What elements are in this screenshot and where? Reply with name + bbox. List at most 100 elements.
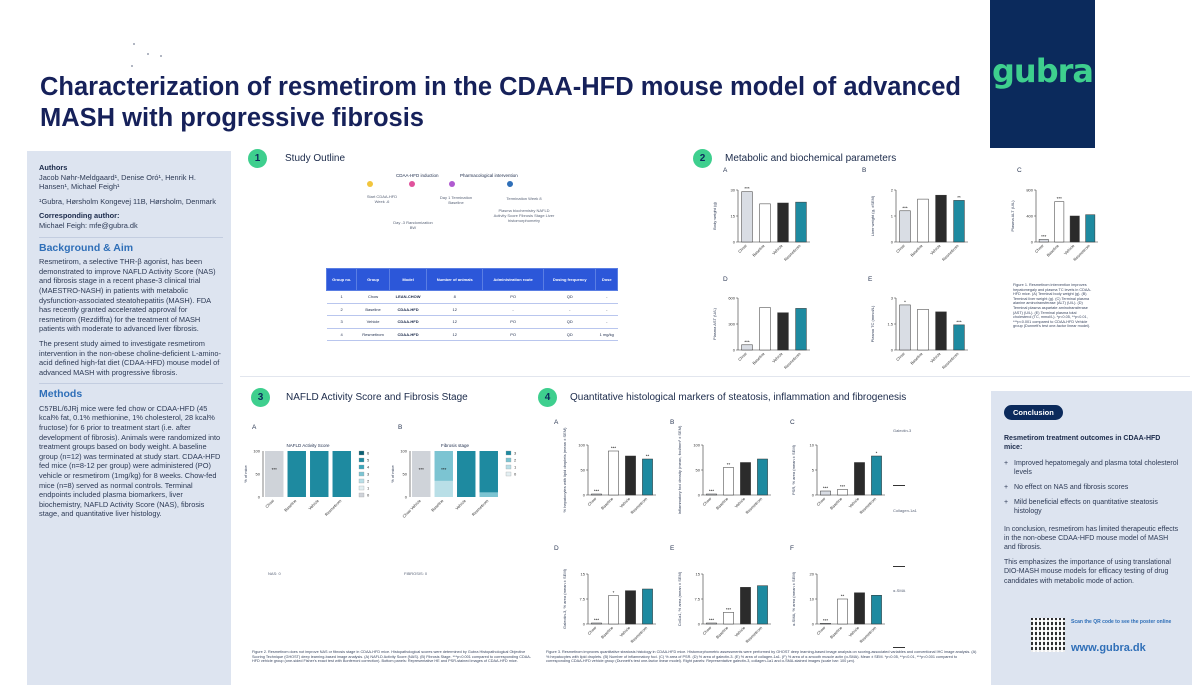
stacked-bar-segment [457,451,476,497]
y-tick-label: 3 [891,296,894,301]
bar [759,203,771,243]
table-cell: - [595,290,618,304]
significance-label: *** [611,446,617,451]
significance-label: *** [419,467,425,472]
x-tick-label: Baseline [751,351,766,366]
y-axis-label: Body weight (g) [712,201,717,229]
x-tick-label: Baseline [829,496,844,511]
table-header: Administration route [482,268,545,291]
legend-label: 2 [367,479,370,484]
y-axis-label: % of mice [390,464,395,482]
bar [871,595,882,625]
nas-image-label: NAS: 0 [268,571,281,576]
x-tick-label: Vehicle [1063,243,1076,256]
stacked-bar-segment [310,451,329,497]
legend-swatch [358,478,365,484]
table-header: Group no. [325,268,358,291]
x-tick-label: Resmetirom [471,498,490,517]
stacked-bar-segment [434,480,453,497]
section-3-number: 3 [251,388,270,407]
x-tick-label: Baseline [283,498,298,513]
small-graphic [128,40,168,70]
significance-label: *** [1041,234,1047,239]
study-table: Group no. Group Model Number of animals … [325,268,618,341]
table-header: Model [388,268,428,291]
section-1-title: Study Outline [285,153,346,164]
y-tick-label: 100 [253,449,260,454]
table-cell: 3 [326,315,357,329]
y-axis-label: % hepatocytes with lipid droplets (mean … [562,427,567,513]
panel-letter: E [670,545,675,552]
corresponding-author: Michael Feigh: mfe@gubra.dk [39,220,138,230]
timeline-day-m3-label: Day -3 Randomization BW [393,220,433,230]
timeline-termination-detail: Plasma biochemistry NAFLD Activity Score… [493,208,555,223]
significance-label: *** [709,618,715,623]
panel-letter: B [670,419,674,426]
y-tick-label: 0 [812,622,815,627]
bar [642,458,653,496]
table-cell: - [595,315,618,329]
x-tick-label: Resmetirom [629,625,648,644]
x-tick-label: Chow [1034,243,1045,254]
methods-heading: Methods [39,388,83,401]
bar [820,623,831,625]
x-tick-label: Resmetirom [324,498,343,517]
stacked-bar-segment [265,451,284,497]
bar [1054,201,1065,243]
significance-label: *** [441,467,447,472]
section-4-number: 4 [538,388,557,407]
y-tick-label: 0 [1031,240,1034,245]
bar [608,595,619,625]
x-tick-label: Baseline [715,496,730,511]
website-link[interactable]: www.gubra.dk [1071,642,1146,654]
conclusion-paragraph-1: In conclusion, resmetirom has limited th… [1004,525,1179,552]
y-tick-label: 15 [696,572,701,577]
panel-letter: A [723,167,728,174]
stacked-bar-segment [479,451,498,493]
legend-swatch [358,492,365,498]
divider [39,383,223,385]
stacked-bar-segment [434,451,453,481]
timeline-dot [449,181,455,187]
legend-label: 3 [367,472,370,477]
bar [757,585,768,625]
legend-swatch [505,471,512,477]
y-tick-label: 0 [812,493,815,498]
stacked-bar-segment [332,451,351,497]
bar [935,311,947,351]
x-tick-label: Resmetirom [629,496,648,515]
legend-swatch [505,457,512,463]
conclusion-badge: Conclusion [1004,405,1063,421]
bar [1069,215,1080,243]
bar [759,307,771,351]
bar [953,324,965,351]
legend-swatch [505,464,512,470]
stacked-bar-segment [287,451,306,497]
x-tick-label: Baseline [600,625,615,640]
significance-label: *** [1057,196,1063,201]
y-tick-label: 0 [405,495,408,500]
legend-label: 3 [514,451,517,456]
table-cell: LEAN-CHOW [389,290,427,304]
y-tick-label: 30 [731,188,736,193]
panel-letter: B [862,167,866,174]
x-tick-label: Vehicle [307,498,320,511]
bar [757,458,768,496]
x-tick-label: Vehicle [734,625,747,638]
table-cell: 1 [326,290,357,304]
table-cell: Chow [356,290,390,304]
x-tick-label: Vehicle [929,351,942,364]
significance-label: *** [744,186,750,191]
legend-swatch [505,450,512,456]
table-header: Dose [595,268,618,291]
section-2-title: Metabolic and biochemical parameters [725,153,897,164]
y-tick-label: 400 [1026,214,1033,219]
bar [899,210,911,243]
x-tick-label: Chow [701,625,712,636]
bar [741,191,753,243]
legend-label: 2 [514,458,517,463]
x-tick-label: Vehicle [454,498,467,511]
y-axis-label: Liver weight (g, ±SEM) [870,195,875,236]
timeline-induction: CDAA-HFD induction [396,173,439,178]
significance-label: * [613,590,615,595]
